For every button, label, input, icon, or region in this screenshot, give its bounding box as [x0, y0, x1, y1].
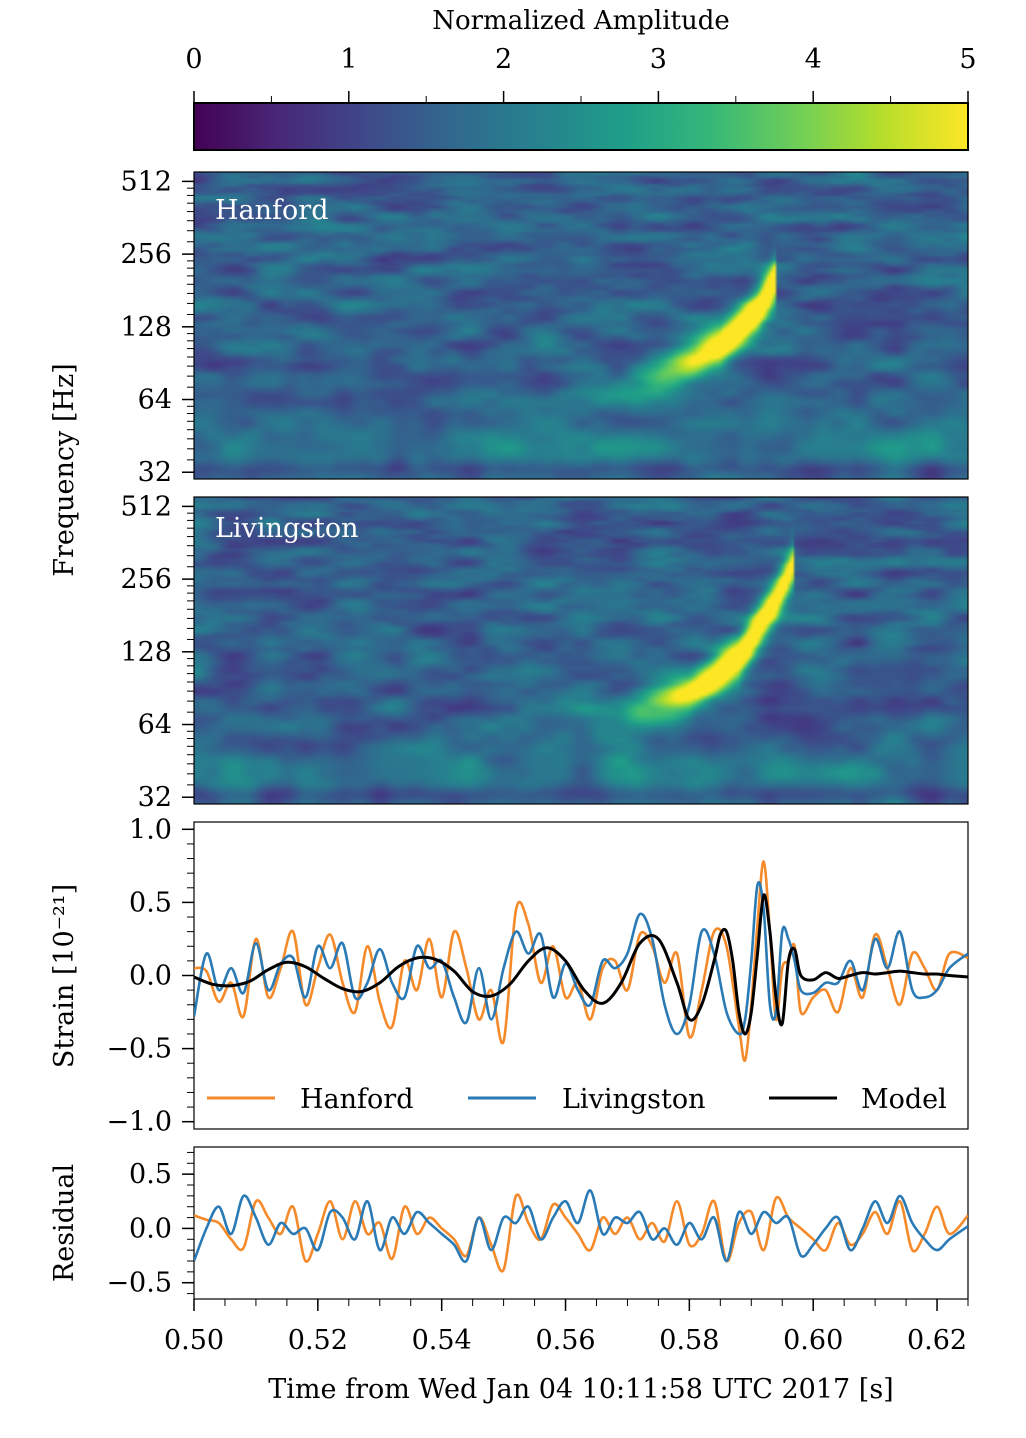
y-tick-label: 0.0	[129, 961, 172, 992]
legend-livingston-label: Livingston	[562, 1084, 705, 1115]
series-line-model	[194, 893, 968, 1036]
y-tick-label: 0.5	[129, 1159, 172, 1190]
colorbar-tick-label: 3	[650, 44, 667, 75]
strain-axis-label: Strain [10⁻²¹]	[49, 884, 80, 1068]
colorbar-ticks	[193, 91, 969, 103]
y-tick-label: −0.5	[106, 1268, 172, 1299]
hanford-panel-label: Hanford	[215, 195, 328, 226]
strain-series	[194, 860, 968, 1062]
x-tick-label: 0.62	[907, 1325, 967, 1356]
colorbar-tick-label: 5	[959, 44, 976, 75]
legend-model-label: Model	[861, 1084, 947, 1115]
residual-y-axis: 0.5 0.0 −0.5	[106, 1151, 194, 1299]
y-tick-label: 32	[138, 782, 172, 813]
residual-axis-label: Residual	[49, 1164, 80, 1282]
x-tick-label: 0.60	[783, 1325, 843, 1356]
strain-panel-frame	[193, 821, 969, 1130]
livingston-panel-label: Livingston	[215, 513, 358, 544]
y-tick-label: 512	[120, 491, 172, 522]
y-tick-label: 1.0	[129, 814, 172, 845]
strain-y-axis: 1.0 0.5 0.0 −0.5 −1.0	[106, 814, 194, 1138]
colorbar-title: Normalized Amplitude	[432, 6, 730, 36]
series-line-livingston	[194, 881, 968, 1036]
hanford-spectrogram-image	[194, 172, 968, 479]
residual-series	[194, 1189, 968, 1273]
series-line-hanford	[194, 1193, 968, 1273]
legend: Hanford Livingston Model	[207, 1084, 947, 1115]
y-tick-label: 0.5	[129, 887, 172, 918]
y-tick-label: 64	[138, 385, 172, 416]
colorbar: Normalized Amplitude 0 1 2 3 4 5	[185, 6, 977, 151]
y-tick-label: 32	[138, 457, 172, 488]
livingston-spectrogram-panel: Livingston 32 64 128 256 512	[120, 491, 969, 813]
livingston-spectrogram-image	[194, 497, 968, 804]
colorbar-tick-label: 4	[805, 44, 822, 75]
strain-panel: 1.0 0.5 0.0 −0.5 −1.0 Strain [10⁻²¹] Hanford…	[49, 814, 969, 1138]
colorbar-tick-label: 0	[185, 44, 202, 75]
y-tick-label: −1.0	[106, 1107, 172, 1138]
legend-hanford-label: Hanford	[300, 1084, 413, 1115]
x-tick-label: 0.50	[164, 1325, 224, 1356]
colorbar-tick-label: 2	[495, 44, 512, 75]
colorbar-tick-label: 1	[340, 44, 357, 75]
y-tick-label: 256	[120, 564, 172, 595]
x-tick-label: 0.54	[412, 1325, 472, 1356]
hanford-spectrogram-panel: Hanford 32 64 128 256 512	[120, 166, 969, 488]
colorbar-tick-labels: 0 1 2 3 4 5	[185, 44, 976, 75]
livingston-panel-frame	[193, 496, 969, 805]
y-tick-label: 0.0	[129, 1213, 172, 1244]
hanford-y-axis: 32 64 128 256 512	[120, 166, 194, 488]
y-tick-label: 128	[120, 637, 172, 668]
residual-panel: 0.50.0−0.5 0.50 0.52 0.54 0.56 0.58 0.60 0.62 …	[49, 1146, 969, 1405]
series-line-livingston	[194, 1189, 968, 1264]
y-tick-label: 512	[120, 166, 172, 197]
x-tick-label: 0.52	[288, 1325, 348, 1356]
frequency-axis-label: Frequency [Hz]	[49, 363, 80, 576]
time-axis-label: Time from Wed Jan 04 10:11:58 UTC 2017 […	[268, 1374, 893, 1405]
y-tick-label: 128	[120, 312, 172, 343]
x-tick-label: 0.58	[659, 1325, 719, 1356]
x-tick-label: 0.56	[535, 1325, 595, 1356]
hanford-panel-frame	[193, 171, 969, 480]
residual-panel-frame	[193, 1146, 969, 1300]
y-tick-label: −0.5	[106, 1034, 172, 1065]
residual-x-axis: 0.50 0.52 0.54 0.56 0.58 0.60 0.62	[164, 1299, 969, 1356]
y-tick-label: 256	[120, 239, 172, 270]
y-tick-label: 64	[138, 710, 172, 741]
livingston-y-axis: 32 64 128 256 512	[120, 491, 194, 813]
colorbar-gradient	[193, 102, 969, 151]
